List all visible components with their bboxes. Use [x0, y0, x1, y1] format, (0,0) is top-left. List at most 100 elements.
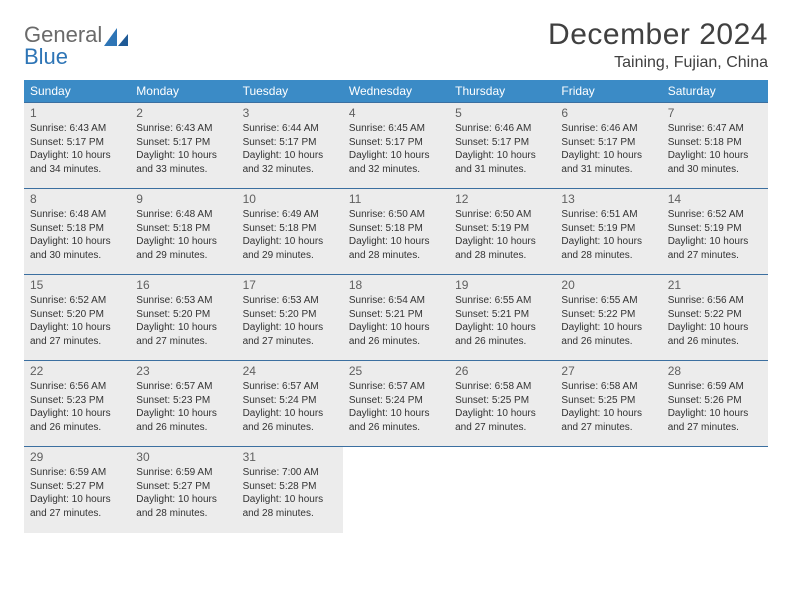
day-details: Sunrise: 6:59 AMSunset: 5:27 PMDaylight:…	[30, 466, 124, 520]
calendar-cell: 10Sunrise: 6:49 AMSunset: 5:18 PMDayligh…	[237, 189, 343, 275]
day-details: Sunrise: 6:46 AMSunset: 5:17 PMDaylight:…	[455, 122, 549, 176]
day-number: 27	[561, 364, 655, 378]
day-details: Sunrise: 6:58 AMSunset: 5:25 PMDaylight:…	[455, 380, 549, 434]
day-details: Sunrise: 6:58 AMSunset: 5:25 PMDaylight:…	[561, 380, 655, 434]
day-number: 13	[561, 192, 655, 206]
calendar-cell: 21Sunrise: 6:56 AMSunset: 5:22 PMDayligh…	[662, 275, 768, 361]
day-details: Sunrise: 6:52 AMSunset: 5:20 PMDaylight:…	[30, 294, 124, 348]
day-details: Sunrise: 6:53 AMSunset: 5:20 PMDaylight:…	[243, 294, 337, 348]
day-details: Sunrise: 6:57 AMSunset: 5:23 PMDaylight:…	[136, 380, 230, 434]
calendar-cell-empty	[343, 447, 449, 533]
day-header: Thursday	[449, 80, 555, 103]
day-details: Sunrise: 6:50 AMSunset: 5:18 PMDaylight:…	[349, 208, 443, 262]
day-number: 6	[561, 106, 655, 120]
day-details: Sunrise: 6:50 AMSunset: 5:19 PMDaylight:…	[455, 208, 549, 262]
calendar-cell-empty	[449, 447, 555, 533]
calendar-cell: 8 Sunrise: 6:48 AMSunset: 5:18 PMDaylight…	[24, 189, 130, 275]
day-number: 30	[136, 450, 230, 464]
day-details: Sunrise: 6:44 AMSunset: 5:17 PMDaylight:…	[243, 122, 337, 176]
calendar-cell: 26 Sunrise: 6:58 AMSunset: 5:25 PMDayligh…	[449, 361, 555, 447]
calendar-cell: 31Sunrise: 7:00 AMSunset: 5:28 PMDayligh…	[237, 447, 343, 533]
day-number: 1	[30, 106, 124, 120]
day-details: Sunrise: 6:48 AMSunset: 5:18 PMDaylight:…	[30, 208, 124, 262]
calendar-cell: 29 Sunrise: 6:59 AMSunset: 5:27 PMDayligh…	[24, 447, 130, 533]
day-details: Sunrise: 6:55 AMSunset: 5:21 PMDaylight:…	[455, 294, 549, 348]
day-details: Sunrise: 6:57 AMSunset: 5:24 PMDaylight:…	[243, 380, 337, 434]
day-details: Sunrise: 6:47 AMSunset: 5:18 PMDaylight:…	[668, 122, 762, 176]
day-details: Sunrise: 6:55 AMSunset: 5:22 PMDaylight:…	[561, 294, 655, 348]
calendar-cell: 7Sunrise: 6:47 AMSunset: 5:18 PMDaylight…	[662, 103, 768, 189]
day-number: 3	[243, 106, 337, 120]
calendar-cell: 19 Sunrise: 6:55 AMSunset: 5:21 PMDayligh…	[449, 275, 555, 361]
calendar-cell: 30 Sunrise: 6:59 AMSunset: 5:27 PMDayligh…	[130, 447, 236, 533]
day-number: 15	[30, 278, 124, 292]
day-number: 24	[243, 364, 337, 378]
day-details: Sunrise: 6:43 AMSunset: 5:17 PMDaylight:…	[30, 122, 124, 176]
day-header: Tuesday	[237, 80, 343, 103]
calendar-cell: 14Sunrise: 6:52 AMSunset: 5:19 PMDayligh…	[662, 189, 768, 275]
calendar-row: 22 Sunrise: 6:56 AMSunset: 5:23 PMDayligh…	[24, 361, 768, 447]
calendar-row: 1 Sunrise: 6:43 AMSunset: 5:17 PMDaylight…	[24, 103, 768, 189]
calendar-cell: 24 Sunrise: 6:57 AMSunset: 5:24 PMDayligh…	[237, 361, 343, 447]
day-number: 31	[243, 450, 337, 464]
calendar-cell: 16 Sunrise: 6:53 AMSunset: 5:20 PMDayligh…	[130, 275, 236, 361]
calendar-cell: 1 Sunrise: 6:43 AMSunset: 5:17 PMDaylight…	[24, 103, 130, 189]
day-number: 29	[30, 450, 124, 464]
brand-blue: Blue	[24, 44, 68, 69]
calendar-cell: 12 Sunrise: 6:50 AMSunset: 5:19 PMDayligh…	[449, 189, 555, 275]
month-title: December 2024	[548, 18, 768, 52]
sail-icon	[104, 26, 130, 53]
calendar-cell-empty	[555, 447, 661, 533]
day-details: Sunrise: 6:59 AMSunset: 5:27 PMDaylight:…	[136, 466, 230, 520]
day-number: 16	[136, 278, 230, 292]
day-number: 22	[30, 364, 124, 378]
day-number: 5	[455, 106, 549, 120]
day-details: Sunrise: 6:48 AMSunset: 5:18 PMDaylight:…	[136, 208, 230, 262]
day-number: 23	[136, 364, 230, 378]
day-details: Sunrise: 6:57 AMSunset: 5:24 PMDaylight:…	[349, 380, 443, 434]
day-number: 2	[136, 106, 230, 120]
calendar-cell: 6Sunrise: 6:46 AMSunset: 5:17 PMDaylight…	[555, 103, 661, 189]
day-number: 19	[455, 278, 549, 292]
day-number: 17	[243, 278, 337, 292]
day-details: Sunrise: 6:51 AMSunset: 5:19 PMDaylight:…	[561, 208, 655, 262]
brand-text: General Blue	[24, 24, 102, 68]
calendar-cell: 27 Sunrise: 6:58 AMSunset: 5:25 PMDayligh…	[555, 361, 661, 447]
day-number: 18	[349, 278, 443, 292]
day-details: Sunrise: 6:49 AMSunset: 5:18 PMDaylight:…	[243, 208, 337, 262]
calendar-cell: 5 Sunrise: 6:46 AMSunset: 5:17 PMDaylight…	[449, 103, 555, 189]
calendar-cell: 23 Sunrise: 6:57 AMSunset: 5:23 PMDayligh…	[130, 361, 236, 447]
day-details: Sunrise: 6:56 AMSunset: 5:23 PMDaylight:…	[30, 380, 124, 434]
calendar-row: 29 Sunrise: 6:59 AMSunset: 5:27 PMDayligh…	[24, 447, 768, 533]
day-header: Sunday	[24, 80, 130, 103]
calendar-cell: 4Sunrise: 6:45 AMSunset: 5:17 PMDaylight…	[343, 103, 449, 189]
day-number: 21	[668, 278, 762, 292]
day-header: Wednesday	[343, 80, 449, 103]
day-details: Sunrise: 6:53 AMSunset: 5:20 PMDaylight:…	[136, 294, 230, 348]
day-details: Sunrise: 6:43 AMSunset: 5:17 PMDaylight:…	[136, 122, 230, 176]
calendar-cell: 20Sunrise: 6:55 AMSunset: 5:22 PMDayligh…	[555, 275, 661, 361]
day-number: 25	[349, 364, 443, 378]
day-number: 12	[455, 192, 549, 206]
calendar-cell-empty	[662, 447, 768, 533]
day-number: 4	[349, 106, 443, 120]
day-details: Sunrise: 6:54 AMSunset: 5:21 PMDaylight:…	[349, 294, 443, 348]
calendar-cell: 11 Sunrise: 6:50 AMSunset: 5:18 PMDayligh…	[343, 189, 449, 275]
day-details: Sunrise: 6:59 AMSunset: 5:26 PMDaylight:…	[668, 380, 762, 434]
calendar-body: 1 Sunrise: 6:43 AMSunset: 5:17 PMDaylight…	[24, 103, 768, 533]
calendar-cell: 13 Sunrise: 6:51 AMSunset: 5:19 PMDayligh…	[555, 189, 661, 275]
day-number: 9	[136, 192, 230, 206]
day-details: Sunrise: 6:52 AMSunset: 5:19 PMDaylight:…	[668, 208, 762, 262]
calendar-cell: 22 Sunrise: 6:56 AMSunset: 5:23 PMDayligh…	[24, 361, 130, 447]
day-header-row: SundayMondayTuesdayWednesdayThursdayFrid…	[24, 80, 768, 103]
calendar-cell: 28 Sunrise: 6:59 AMSunset: 5:26 PMDayligh…	[662, 361, 768, 447]
day-number: 28	[668, 364, 762, 378]
calendar-cell: 9 Sunrise: 6:48 AMSunset: 5:18 PMDaylight…	[130, 189, 236, 275]
calendar-cell: 2 Sunrise: 6:43 AMSunset: 5:17 PMDaylight…	[130, 103, 236, 189]
calendar-cell: 18 Sunrise: 6:54 AMSunset: 5:21 PMDayligh…	[343, 275, 449, 361]
day-number: 8	[30, 192, 124, 206]
day-number: 11	[349, 192, 443, 206]
calendar-table: SundayMondayTuesdayWednesdayThursdayFrid…	[24, 80, 768, 533]
day-number: 26	[455, 364, 549, 378]
calendar-row: 8 Sunrise: 6:48 AMSunset: 5:18 PMDaylight…	[24, 189, 768, 275]
